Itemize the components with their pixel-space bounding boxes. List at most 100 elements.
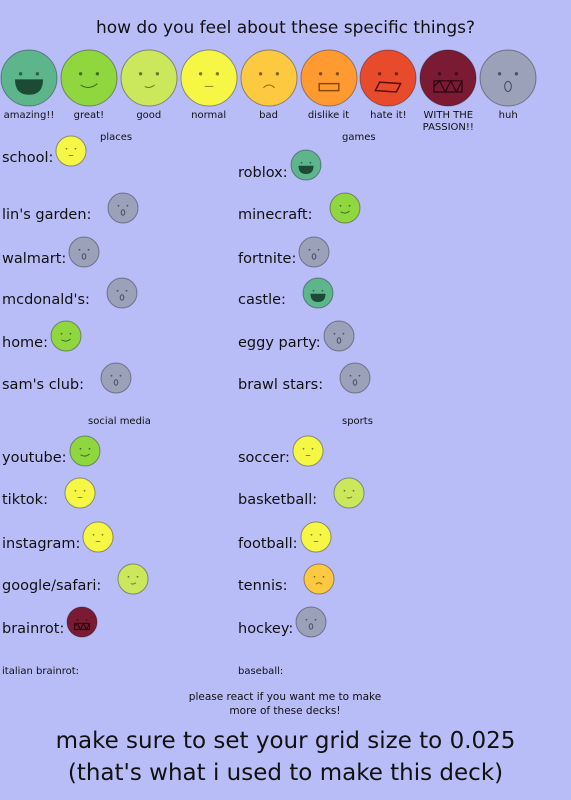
item-face-holder [100, 362, 132, 394]
mouth [374, 81, 403, 93]
face-group [82, 521, 114, 553]
item-row: castle: [238, 277, 334, 310]
item-name: home: [2, 335, 48, 351]
scale-label: amazing!! [3, 110, 55, 121]
eye [93, 533, 95, 536]
item-row: tiktok: [2, 477, 96, 510]
mouth [113, 379, 119, 386]
mouth [130, 582, 137, 585]
eye [79, 447, 81, 450]
face-group [333, 477, 365, 509]
face-group [329, 192, 361, 224]
item-name: fortnite: [238, 251, 297, 267]
item-row: tennis: [238, 563, 335, 596]
item-face-holder [303, 563, 335, 595]
face-group [292, 435, 324, 467]
item-name: baseball: [238, 665, 284, 677]
item-face-holder [323, 320, 355, 352]
eye [198, 72, 202, 76]
item-row: italian brainrot: [2, 661, 79, 681]
eye [138, 72, 143, 76]
eye [342, 332, 345, 335]
face-group [68, 236, 100, 268]
face [323, 320, 355, 352]
face [180, 49, 238, 107]
item-face-holder [69, 435, 101, 467]
eye [333, 332, 336, 335]
scale-label: WITH THE PASSION!! [422, 110, 474, 133]
section-title: social media [88, 416, 151, 427]
face-circle [180, 49, 238, 107]
face-circle [68, 236, 100, 268]
mouth [308, 623, 314, 630]
face-circle [359, 49, 417, 107]
eye [88, 447, 90, 450]
face-circle [0, 49, 58, 107]
mouth [433, 79, 463, 94]
mouth [82, 253, 87, 260]
face [50, 320, 82, 352]
eye [310, 533, 312, 536]
item-face-holder [302, 277, 334, 309]
face-circle [60, 49, 118, 107]
scale-face [180, 49, 238, 107]
item-face-holder [329, 192, 361, 224]
item-name: instagram: [2, 536, 81, 552]
face-circle [303, 563, 335, 595]
face [0, 49, 58, 107]
face-group [106, 277, 138, 309]
footer-line: make sure to set your grid size to 0.025 [55, 728, 516, 754]
item-face-holder [66, 606, 98, 638]
mouth [61, 338, 71, 342]
scale-face [419, 49, 477, 107]
face-circle [290, 149, 322, 181]
item-face-holder [50, 320, 82, 352]
face-circle [55, 135, 87, 167]
item-row: brawl stars: [238, 362, 371, 395]
face [64, 477, 96, 509]
face [82, 521, 114, 553]
face [300, 49, 357, 107]
scale-label: dislike it [307, 110, 350, 121]
eye [95, 72, 99, 76]
face-group [295, 606, 327, 638]
item-row: basketball: [238, 477, 365, 510]
mouth [119, 294, 125, 301]
eye [343, 489, 346, 492]
face-group [300, 521, 332, 553]
face-circle [50, 320, 82, 352]
face-circle [295, 606, 327, 638]
eye [155, 72, 159, 76]
item-row: soccer: [238, 435, 324, 468]
eye [317, 248, 320, 251]
face-circle [120, 49, 178, 107]
eye [35, 72, 40, 76]
scale-face [120, 49, 178, 107]
face-group [60, 49, 118, 107]
item-face-holder [292, 435, 324, 467]
face-group [298, 236, 330, 268]
face-group [359, 49, 417, 107]
item-row: instagram: [2, 521, 114, 554]
face-group [303, 563, 335, 595]
item-row: hockey: [238, 606, 327, 639]
eye [318, 72, 322, 76]
eye [74, 147, 77, 150]
item-name: italian brainrot: [2, 665, 80, 677]
face [106, 277, 138, 309]
face [339, 362, 371, 394]
face-group [66, 606, 98, 638]
eye [136, 575, 139, 578]
mouth [504, 80, 513, 92]
eye [349, 374, 352, 377]
scale-face [479, 49, 537, 107]
item-face-holder [106, 277, 138, 309]
scale-face [359, 49, 417, 107]
eye [127, 204, 129, 207]
eye [85, 618, 88, 621]
eye [323, 575, 325, 578]
face [117, 563, 149, 595]
item-name: brainrot: [2, 621, 65, 637]
face [68, 236, 100, 268]
face [300, 521, 332, 553]
